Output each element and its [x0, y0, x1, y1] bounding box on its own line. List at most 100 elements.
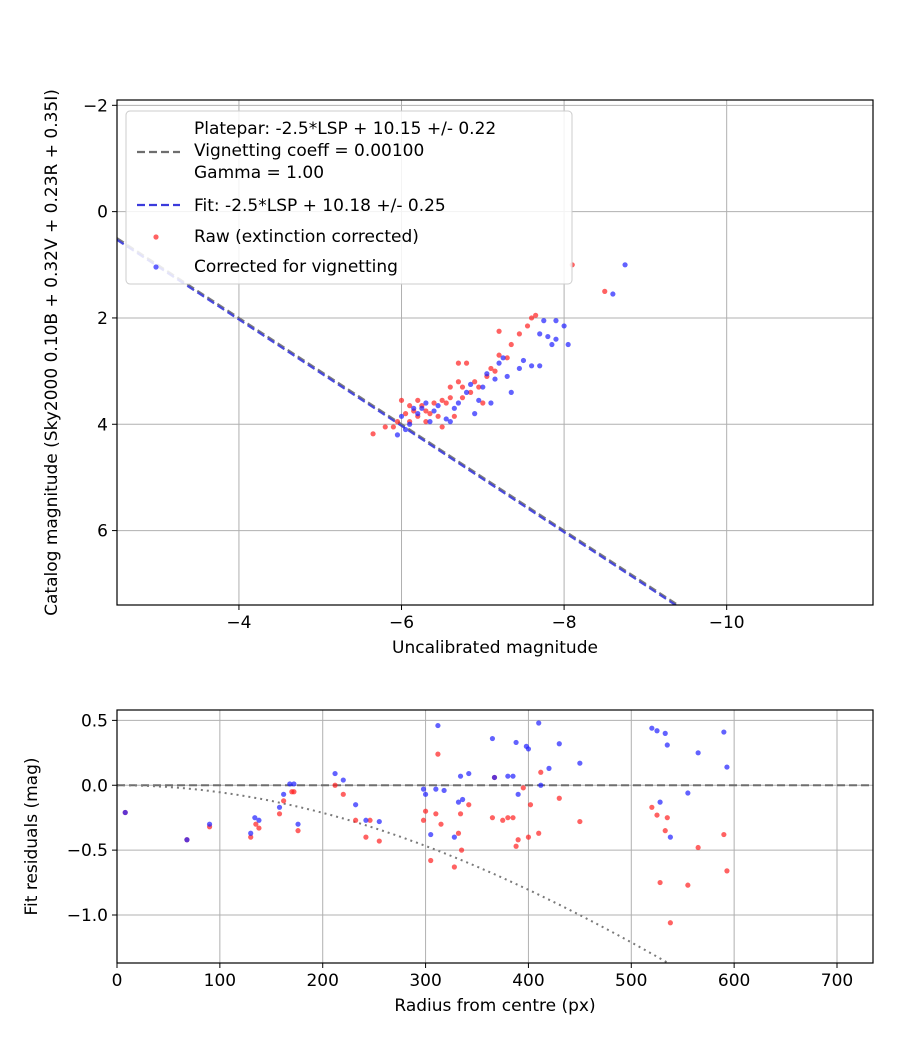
data-point: [654, 728, 660, 734]
data-point: [463, 389, 470, 395]
y-tick-label: 2: [97, 309, 108, 329]
data-point: [295, 821, 301, 827]
data-point: [398, 397, 405, 403]
data-point: [480, 400, 486, 406]
data-point: [492, 368, 498, 374]
data-point: [528, 315, 535, 321]
legend-platepar-line: Vignetting coeff = 0.00100: [194, 141, 424, 161]
series-1: [394, 262, 628, 438]
data-point: [541, 318, 547, 324]
data-point: [489, 735, 496, 742]
x-tick-label: 0: [112, 971, 123, 991]
data-point: [472, 411, 478, 417]
data-point: [367, 817, 373, 823]
data-point: [433, 786, 439, 792]
data-point: [577, 818, 583, 825]
data-point: [420, 817, 427, 823]
data-point: [376, 838, 382, 844]
data-point: [538, 769, 544, 775]
panel-1: 0 100 200 300 400 500 600 700 0.5 0.0 −0.5 −1.0 Radi…: [22, 709, 874, 1016]
axes-frame: [116, 709, 874, 964]
data-point: [248, 830, 254, 836]
data-point: [667, 920, 673, 926]
data-point: [447, 395, 453, 401]
data-point: [402, 411, 409, 417]
data-point: [489, 815, 496, 821]
data-point: [488, 365, 494, 372]
legend-corrected-label: Corrected for vignetting: [194, 257, 398, 277]
data-point: [256, 825, 262, 831]
data-point: [657, 799, 663, 805]
data-point: [556, 795, 562, 801]
data-point: [451, 413, 457, 419]
data-point: [508, 341, 514, 348]
legend-platepar-label: Platepar: -2.5*LSP + 10.15 +/- 0.22 Vigne…: [194, 119, 496, 183]
y-tick-label: −2: [83, 96, 108, 116]
series-0: [370, 262, 608, 437]
fit-line-1: [117, 238, 678, 605]
data-point: [276, 811, 283, 817]
data-point: [394, 419, 401, 425]
y-tick-label: 0.0: [81, 776, 108, 796]
data-point: [291, 789, 297, 795]
data-point: [510, 773, 516, 779]
data-point: [451, 834, 457, 840]
data-point: [537, 331, 543, 337]
data-point: [724, 868, 730, 874]
data-point: [536, 830, 542, 836]
series-0: [122, 751, 730, 926]
data-point: [505, 815, 511, 821]
x-tick-label: −6: [389, 613, 414, 633]
data-point: [206, 821, 213, 827]
data-point: [546, 765, 552, 771]
data-point: [520, 357, 527, 364]
data-point: [484, 371, 490, 377]
data-point: [662, 828, 668, 834]
data-point: [428, 831, 434, 838]
data-point: [435, 413, 441, 419]
data-point: [622, 262, 628, 268]
data-point: [508, 389, 514, 395]
data-point: [402, 426, 409, 433]
data-point: [491, 774, 498, 781]
data-point: [415, 397, 421, 403]
data-point: [533, 312, 539, 318]
x-tick-label: 500: [615, 971, 647, 991]
data-point: [525, 834, 532, 840]
data-point: [394, 432, 401, 438]
data-point: [281, 798, 287, 804]
data-point: [466, 770, 472, 777]
x-tick-label: −8: [552, 613, 577, 633]
data-point: [556, 741, 562, 747]
data-point: [411, 405, 417, 411]
data-point: [455, 379, 462, 385]
x-tick-label: 300: [409, 971, 441, 991]
data-point: [685, 882, 691, 888]
data-point: [528, 363, 535, 369]
data-point: [500, 355, 506, 361]
y-axis-label: Catalog magnitude (Sky2000 0.10B + 0.32V…: [42, 89, 62, 616]
data-point: [468, 381, 474, 387]
data-point: [438, 821, 444, 827]
data-point: [291, 781, 297, 787]
legend-platepar-line: Gamma = 1.00: [194, 163, 324, 183]
data-point: [667, 834, 673, 840]
data-point: [398, 413, 405, 419]
data-point: [513, 843, 519, 849]
data-point: [457, 773, 464, 779]
legend: Platepar: -2.5*LSP + 10.15 +/- 0.22 Vigne…: [125, 110, 573, 285]
data-point: [455, 400, 462, 406]
data-point: [480, 384, 486, 390]
data-point: [488, 400, 494, 406]
data-point: [458, 847, 465, 853]
data-point: [443, 400, 449, 406]
data-point: [455, 799, 462, 805]
data-point: [538, 782, 544, 788]
data-point: [602, 288, 608, 294]
data-point: [455, 830, 462, 836]
data-point: [443, 416, 449, 422]
y-tick-label: 6: [97, 522, 108, 542]
data-point: [433, 811, 439, 817]
data-point: [520, 785, 526, 791]
